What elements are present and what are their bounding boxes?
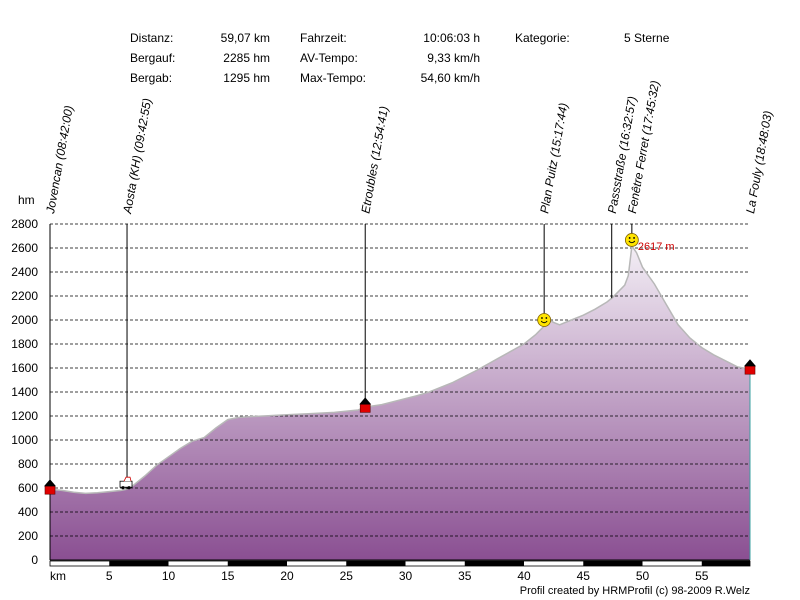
x-tick-label: 45 bbox=[577, 569, 591, 583]
waypoint-label: La Fouly (18:48:03) bbox=[743, 110, 775, 215]
km-scale-segment bbox=[583, 561, 643, 566]
smiley-eye-icon bbox=[633, 237, 635, 239]
x-tick-label: 15 bbox=[221, 569, 235, 583]
km-scale-segment bbox=[287, 561, 347, 566]
km-scale-segment bbox=[50, 561, 110, 566]
bergauf-label: Bergauf: bbox=[130, 51, 176, 65]
x-tick-label: 40 bbox=[517, 569, 531, 583]
waypoint-label: Etroubles (12:54:41) bbox=[358, 105, 391, 215]
kategorie-label: Kategorie: bbox=[515, 31, 570, 45]
km-scale-segment bbox=[464, 561, 525, 566]
y-tick-label: 1000 bbox=[11, 433, 38, 447]
x-tick-label: 20 bbox=[280, 569, 294, 583]
km-scale-bar bbox=[49, 560, 751, 567]
peak-elevation-label: 2617 m bbox=[638, 241, 675, 253]
waypoint-label: Plan Puitz (15:17:44) bbox=[537, 102, 570, 215]
avtempo-label: AV-Tempo: bbox=[300, 51, 358, 65]
x-tick-label: 55 bbox=[695, 569, 709, 583]
elevation-area bbox=[50, 246, 750, 560]
x-tick-label: 5 bbox=[106, 569, 113, 583]
car-icon bbox=[119, 480, 133, 488]
x-tick-label: 35 bbox=[458, 569, 472, 583]
km-scale-segment bbox=[642, 561, 702, 566]
smiley-mouth-icon bbox=[628, 240, 636, 244]
y-tick-label: 2800 bbox=[11, 217, 38, 231]
km-scale-segment bbox=[346, 561, 406, 566]
car-wheel-icon bbox=[121, 486, 125, 490]
y-axis-label: hm bbox=[18, 193, 35, 207]
elevation-line bbox=[49, 243, 751, 495]
y-tick-label: 2600 bbox=[11, 241, 38, 255]
car-roof-icon bbox=[123, 476, 132, 482]
x-axis-label: km bbox=[50, 569, 66, 583]
waypoint-roof-icon bbox=[359, 397, 372, 405]
summary-panel: Distanz: 59,07 km Bergauf: 2285 hm Berga… bbox=[0, 0, 800, 90]
smiley-eye-icon bbox=[545, 317, 548, 319]
y-tick-label: 1400 bbox=[11, 385, 38, 399]
y-tick-label: 800 bbox=[18, 457, 38, 471]
credit-text: Profil created by HRMProfil (c) 98-2009 … bbox=[519, 585, 750, 597]
waypoint-roof-icon bbox=[744, 359, 756, 367]
y-tick-label: 0 bbox=[31, 553, 38, 567]
smiley-icon bbox=[537, 313, 552, 327]
y-tick-label: 2000 bbox=[11, 313, 38, 327]
distanz-label: Distanz: bbox=[130, 31, 174, 45]
bergab-value: 1295 hm bbox=[223, 71, 270, 85]
y-tick-label: 1800 bbox=[11, 337, 38, 351]
smiley-icon bbox=[624, 233, 639, 247]
bergab-label: Bergab: bbox=[130, 71, 173, 85]
y-tick-label: 1200 bbox=[11, 409, 38, 423]
kategorie-value: 5 Sterne bbox=[624, 31, 670, 45]
waypoint-roof-icon bbox=[44, 479, 56, 487]
km-scale-segment bbox=[168, 561, 228, 566]
smiley-eye-icon bbox=[541, 317, 543, 319]
y-tick-label: 600 bbox=[18, 481, 38, 495]
waypoint-label: Jovencan (08:42:00) bbox=[43, 104, 76, 215]
km-scale-segment bbox=[109, 561, 169, 566]
car-wheel-icon bbox=[127, 486, 131, 490]
waypoint-marker-icon bbox=[359, 404, 371, 413]
x-tick-label: 30 bbox=[399, 569, 413, 583]
y-tick-label: 200 bbox=[18, 529, 38, 543]
avtempo-value: 9,33 km/h bbox=[427, 51, 480, 65]
y-tick-label: 400 bbox=[18, 505, 38, 519]
km-scale-segment bbox=[701, 561, 750, 566]
bergauf-value: 2285 hm bbox=[223, 51, 270, 65]
distanz-value: 59,07 km bbox=[220, 31, 270, 45]
y-tick-label: 1600 bbox=[11, 361, 38, 375]
y-tick-label: 2200 bbox=[11, 289, 38, 303]
x-tick-label: 50 bbox=[636, 569, 650, 583]
waypoint-marker-icon bbox=[744, 365, 756, 375]
maxtempo-label: Max-Tempo: bbox=[300, 71, 367, 85]
km-scale-segment bbox=[405, 561, 465, 566]
maxtempo-value: 54,60 km/h bbox=[420, 71, 480, 85]
fahrzeit-label: Fahrzeit: bbox=[300, 31, 347, 45]
x-tick-label: 25 bbox=[340, 569, 354, 583]
y-tick-label: 2400 bbox=[11, 265, 38, 279]
waypoint-marker-icon bbox=[44, 485, 56, 495]
x-tick-label: 10 bbox=[162, 569, 176, 583]
waypoint-label: Aosta (KH) (09:42:55) bbox=[120, 97, 154, 215]
km-scale-segment bbox=[227, 561, 288, 566]
smiley-eye-icon bbox=[628, 237, 631, 239]
fahrzeit-value: 10:06:03 h bbox=[423, 31, 480, 45]
smiley-mouth-icon bbox=[540, 320, 548, 324]
km-scale-segment bbox=[524, 561, 584, 566]
